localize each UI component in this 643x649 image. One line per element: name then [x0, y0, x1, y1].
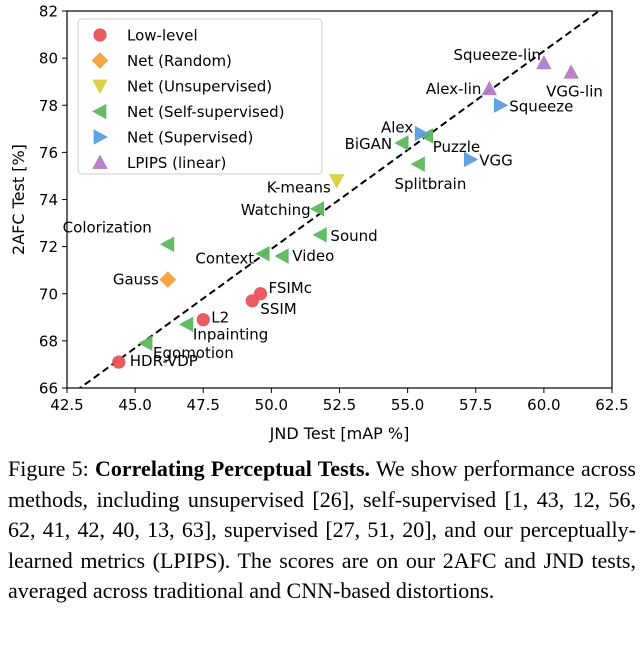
legend-marker-4 — [93, 129, 108, 145]
y-axis-label: 2AFC Test [%] — [9, 144, 28, 255]
y-tick-label: 78 — [39, 97, 58, 115]
point-label-context: Context — [195, 250, 254, 268]
y-tick-label: 72 — [39, 238, 58, 256]
x-tick-label: 62.5 — [595, 396, 628, 414]
y-tick-label: 74 — [39, 191, 58, 209]
legend: Low-level Net (Random) Net (Unsupervised) N… — [77, 18, 323, 175]
y-tick-label: 76 — [39, 144, 58, 162]
legend-label: Net (Self-supervised) — [127, 103, 284, 121]
data-point-context — [255, 246, 270, 262]
data-point-video — [274, 248, 289, 264]
x-tick-label: 60.0 — [527, 396, 560, 414]
x-tick-label: 45.0 — [118, 396, 151, 414]
data-point-egomotion — [138, 335, 153, 351]
x-tick-label: 57.5 — [459, 396, 492, 414]
point-label-inpainting: Inpainting — [193, 325, 268, 343]
legend-marker-0 — [93, 28, 107, 42]
data-point-alex — [414, 125, 430, 142]
y-tick-label: 68 — [39, 332, 58, 350]
x-axis-label: JND Test [mAP %] — [269, 424, 410, 443]
y-tick-label: 80 — [39, 50, 58, 68]
data-point-sound — [312, 227, 327, 243]
scatter-chart: HDR-VDP L2 SSIM FSIMc Gauss K-means EgomotionI… — [9, 3, 629, 444]
reference-line — [78, 11, 601, 388]
point-label-gauss: Gauss — [113, 271, 159, 289]
data-point-fsimc — [253, 287, 268, 301]
legend-label: Net (Random) — [127, 52, 232, 70]
point-label-sound: Sound — [330, 227, 377, 245]
caption-figure-label: Figure 5: — [8, 456, 96, 481]
point-label-alex: Alex — [381, 119, 413, 137]
legend-marker-3 — [92, 103, 107, 120]
point-label-colorization: Colorization — [63, 218, 152, 236]
data-point-inpainting — [179, 316, 194, 333]
legend-label: Net (Unsupervised) — [127, 78, 272, 96]
point-label-k-means: K-means — [267, 179, 331, 197]
legend-marker-2 — [92, 79, 108, 94]
data-point-bigan — [394, 135, 409, 151]
data-point-l2 — [196, 313, 210, 327]
x-tick-label: 52.5 — [323, 396, 356, 414]
point-label-video: Video — [292, 247, 334, 265]
y-tick-label: 66 — [39, 380, 58, 398]
data-point-vgg-lin — [563, 64, 579, 79]
caption-bold-title: Correlating Perceptual Tests. — [95, 456, 371, 481]
x-tick-label: 42.5 — [50, 396, 83, 414]
point-label-egomotion: Egomotion — [153, 344, 234, 362]
y-tick-label: 70 — [39, 285, 58, 303]
point-label-l2: L2 — [211, 309, 229, 327]
point-label-vgg-lin: VGG-lin — [546, 82, 603, 100]
caption-text: We show performance across methods, incl… — [8, 456, 636, 603]
point-label-alex-lin: Alex-lin — [426, 80, 482, 98]
data-point-alex-lin — [481, 80, 498, 96]
point-label-watching: Watching — [241, 201, 311, 219]
figure-caption: Figure 5: Correlating Perceptual Tests. … — [8, 454, 636, 607]
data-point-hdr-vdp — [112, 355, 126, 369]
data-point-k-means — [329, 174, 345, 189]
data-point-watching — [309, 201, 325, 217]
legend-marker-5 — [92, 154, 108, 169]
point-label-squeeze: Squeeze — [509, 97, 573, 115]
data-point-squeeze — [493, 97, 509, 113]
data-point-squeeze-lin — [536, 54, 552, 70]
legend-marker-1 — [91, 52, 109, 69]
point-label-squeeze-lin: Squeeze-lin — [454, 46, 541, 64]
point-label-vgg: VGG — [479, 151, 513, 169]
point-label-bigan: BiGAN — [345, 135, 393, 153]
point-label-puzzle: Puzzle — [433, 138, 480, 156]
data-point-gauss — [159, 271, 177, 288]
data-point-colorization — [159, 236, 175, 252]
legend-label: LPIPS (linear) — [127, 154, 226, 172]
point-label-fsimc: FSIMc — [268, 279, 312, 297]
point-label-hdr-vdp: HDR-VDP — [130, 352, 198, 370]
data-point-vgg — [463, 151, 479, 168]
x-tick-label: 55.0 — [391, 396, 424, 414]
point-label-ssim: SSIM — [260, 300, 296, 318]
data-point-splitbrain — [410, 156, 425, 172]
legend-label: Net (Supervised) — [127, 129, 253, 147]
legend-box — [77, 18, 323, 175]
legend-label: Low-level — [127, 27, 198, 45]
x-tick-label: 47.5 — [187, 396, 220, 414]
point-label-splitbrain: Splitbrain — [395, 175, 467, 193]
x-tick-label: 50.0 — [255, 396, 288, 414]
y-tick-label: 82 — [39, 3, 58, 21]
